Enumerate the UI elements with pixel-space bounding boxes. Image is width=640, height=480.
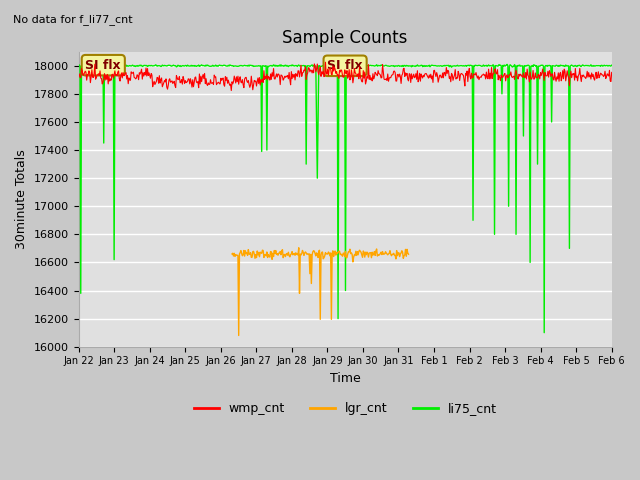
X-axis label: Time: Time	[330, 372, 360, 385]
Legend: wmp_cnt, lgr_cnt, li75_cnt: wmp_cnt, lgr_cnt, li75_cnt	[189, 397, 502, 420]
Y-axis label: 30minute Totals: 30minute Totals	[15, 149, 28, 249]
Text: No data for f_li77_cnt: No data for f_li77_cnt	[13, 14, 132, 25]
Text: SI flx: SI flx	[86, 59, 121, 72]
Title: Sample Counts: Sample Counts	[282, 29, 408, 48]
Text: SI flx: SI flx	[327, 59, 363, 72]
